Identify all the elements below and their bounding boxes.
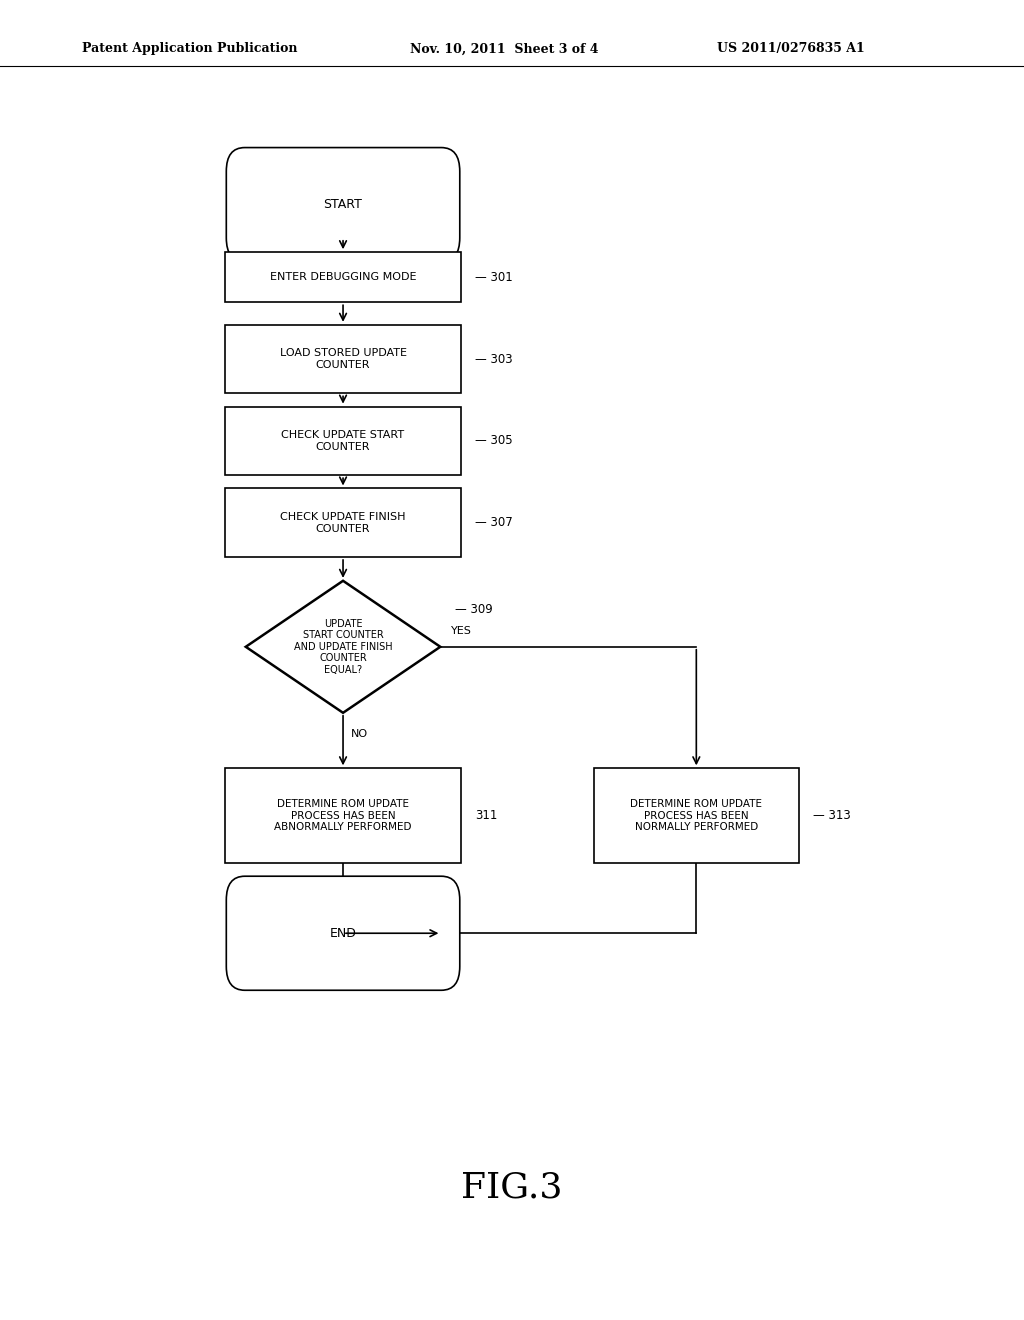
- Text: US 2011/0276835 A1: US 2011/0276835 A1: [717, 42, 864, 55]
- Bar: [225, 325, 461, 393]
- Text: FIG.3: FIG.3: [461, 1171, 563, 1205]
- Text: — 303: — 303: [475, 352, 513, 366]
- Text: — 313: — 313: [813, 809, 851, 822]
- Text: — 305: — 305: [475, 434, 513, 447]
- Bar: [225, 488, 461, 557]
- Text: CHECK UPDATE START
COUNTER: CHECK UPDATE START COUNTER: [282, 430, 404, 451]
- FancyBboxPatch shape: [226, 876, 460, 990]
- Text: — 307: — 307: [475, 516, 513, 529]
- Text: CHECK UPDATE FINISH
COUNTER: CHECK UPDATE FINISH COUNTER: [281, 512, 406, 533]
- Text: — 301: — 301: [475, 271, 513, 284]
- Text: LOAD STORED UPDATE
COUNTER: LOAD STORED UPDATE COUNTER: [280, 348, 407, 370]
- Bar: [594, 768, 799, 863]
- Text: DETERMINE ROM UPDATE
PROCESS HAS BEEN
ABNORMALLY PERFORMED: DETERMINE ROM UPDATE PROCESS HAS BEEN AB…: [274, 799, 412, 833]
- Bar: [225, 768, 461, 863]
- Text: Patent Application Publication: Patent Application Publication: [82, 42, 297, 55]
- Text: DETERMINE ROM UPDATE
PROCESS HAS BEEN
NORMALLY PERFORMED: DETERMINE ROM UPDATE PROCESS HAS BEEN NO…: [631, 799, 762, 833]
- Text: YES: YES: [451, 626, 471, 636]
- Text: NO: NO: [351, 729, 369, 739]
- Text: Nov. 10, 2011  Sheet 3 of 4: Nov. 10, 2011 Sheet 3 of 4: [410, 42, 598, 55]
- Polygon shape: [246, 581, 440, 713]
- Bar: [225, 252, 461, 302]
- Text: ENTER DEBUGGING MODE: ENTER DEBUGGING MODE: [269, 272, 417, 282]
- Text: — 309: — 309: [455, 603, 493, 616]
- Text: START: START: [324, 198, 362, 211]
- Text: 311: 311: [475, 809, 498, 822]
- Text: END: END: [330, 927, 356, 940]
- Text: UPDATE
START COUNTER
AND UPDATE FINISH
COUNTER
EQUAL?: UPDATE START COUNTER AND UPDATE FINISH C…: [294, 619, 392, 675]
- Bar: [225, 407, 461, 475]
- FancyBboxPatch shape: [226, 148, 460, 261]
